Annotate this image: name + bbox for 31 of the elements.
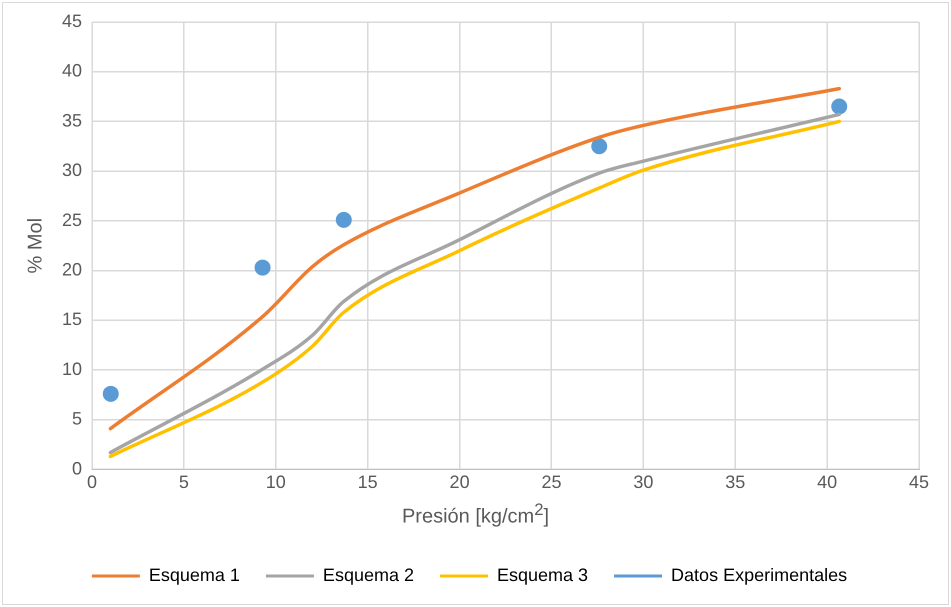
point: [831, 98, 848, 115]
y-tick-label: 15: [62, 309, 82, 330]
x-tick-label: 45: [908, 472, 930, 492]
y-tick-label: 40: [62, 60, 82, 81]
x-tick-label: 40: [817, 472, 838, 492]
x-tick-label: 5: [178, 472, 189, 492]
point: [336, 212, 352, 228]
y-tick-label: 0: [72, 458, 82, 478]
y-tick-label: 45: [62, 10, 82, 31]
legend-label: Esquema 1: [148, 564, 240, 585]
point: [591, 138, 608, 154]
y-tick-label: 20: [62, 260, 82, 280]
y-tick-label: 30: [62, 160, 82, 180]
y-tick-label: 35: [62, 110, 82, 130]
x-tick-label: 10: [266, 472, 286, 492]
x-tick-label: 25: [541, 472, 562, 492]
x-axis-title: Presión [kg/cm$^{2}$]: [400, 500, 550, 529]
legend-label: Datos Experimentales: [671, 564, 848, 585]
y-tick-label: 10: [62, 358, 82, 379]
x-tick-label: 30: [633, 472, 654, 492]
point: [254, 260, 271, 276]
x-tick-label: 35: [725, 472, 746, 492]
x-tick-label: 0: [87, 472, 98, 492]
point: [102, 386, 119, 402]
legend-label: Esquema 2: [322, 564, 414, 585]
y-tick-label: 5: [72, 408, 82, 429]
y-axis-title: % Mol: [24, 218, 47, 274]
legend-label: Esquema 3: [496, 564, 588, 585]
x-tick-label: 20: [450, 472, 470, 492]
y-tick-label: 25: [62, 210, 82, 230]
x-tick-label: 15: [358, 472, 378, 492]
